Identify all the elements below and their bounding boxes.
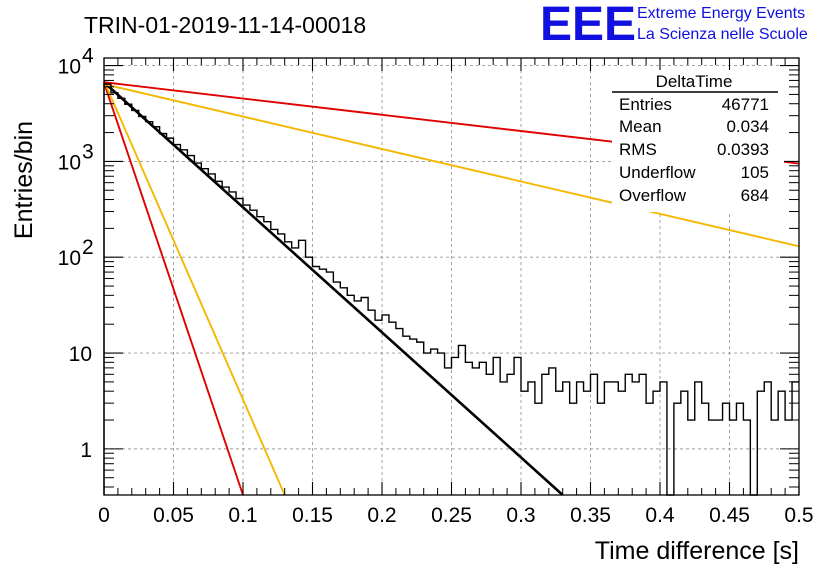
fit-curve — [103, 82, 244, 496]
eee-logo: EEE Extreme Energy Events La Scienza nel… — [540, 0, 808, 51]
fit-curve — [103, 83, 800, 248]
y-tick-label: 1 — [80, 439, 92, 462]
x-tick-label: 0.15 — [292, 504, 333, 527]
stats-value-rms: 0.0393 — [717, 140, 769, 159]
y-axis-title: Entries/bin — [10, 121, 38, 239]
y-tick-exponent: 2 — [82, 236, 94, 259]
stats-label-entries: Entries — [619, 95, 672, 114]
x-tick-label: 0.4 — [645, 504, 675, 527]
stats-value-overflow: 684 — [741, 186, 769, 205]
y-tick-label: 10 — [69, 343, 92, 366]
chart-title: TRIN-01-2019-11-14-00018 — [84, 12, 366, 38]
logo-line-1: Extreme Energy Events — [637, 5, 805, 22]
x-tick-label: 0.05 — [153, 504, 194, 527]
x-axis-title: Time difference [s] — [595, 537, 799, 565]
stats-label-mean: Mean — [619, 117, 662, 136]
axis-ticks — [103, 58, 800, 495]
logo-mark: EEE — [540, 0, 636, 51]
stats-value-underflow: 105 — [741, 163, 769, 182]
y-tick-label: 10 — [58, 56, 81, 79]
y-tick-exponent: 4 — [82, 45, 94, 68]
stats-title: DeltaTime — [656, 72, 733, 91]
x-tick-label: 0.45 — [709, 504, 750, 527]
x-tick-label: 0.5 — [784, 504, 813, 527]
stats-label-overflow: Overflow — [619, 186, 687, 205]
y-tick-exponent: 3 — [82, 140, 94, 163]
y-tick-label: 10 — [58, 247, 81, 270]
stats-value-mean: 0.034 — [726, 117, 769, 136]
histogram-outline — [103, 83, 799, 496]
fit-curve — [103, 80, 286, 496]
stats-value-entries: 46771 — [722, 95, 769, 114]
stats-label-rms: RMS — [619, 140, 657, 159]
stats-box-background — [612, 70, 784, 212]
x-tick-labels: 0 0.05 0.1 0.15 0.2 0.25 0.3 0.35 0.4 0.45 0.5 — [98, 504, 813, 527]
x-tick-label: 0.2 — [367, 504, 396, 527]
fit-curve — [103, 81, 564, 496]
x-tick-label: 0.35 — [570, 504, 611, 527]
histogram — [103, 83, 799, 496]
x-tick-label: 0 — [98, 504, 110, 527]
stats-box: DeltaTime Entries 46771 Mean 0.034 RMS 0… — [612, 70, 784, 212]
logo-line-2: La Scienza nelle Scuole — [637, 26, 808, 43]
x-tick-label: 0.25 — [431, 504, 472, 527]
stats-label-underflow: Underflow — [619, 163, 696, 182]
x-tick-label: 0.1 — [228, 504, 257, 527]
x-tick-label: 0.3 — [506, 504, 535, 527]
y-tick-label: 10 — [58, 151, 81, 174]
